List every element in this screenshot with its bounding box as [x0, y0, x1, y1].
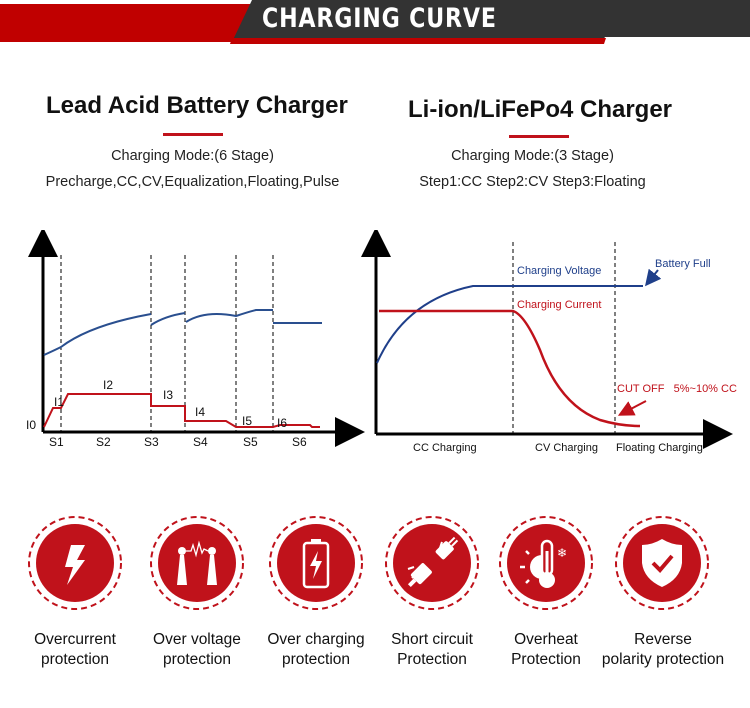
cutoff-label: CUT OFF 5%~10% CC [617, 383, 737, 395]
battery-full-label: Battery Full [655, 258, 711, 270]
protection-label: Short circuit Protection [391, 631, 473, 668]
thermometer-icon: ❄ [499, 516, 593, 610]
shield-check-icon [615, 516, 709, 610]
lead-acid-title: Lead Acid Battery Charger [46, 92, 348, 119]
protection-label: Reverse polarity protection [601, 631, 725, 668]
protection-label: Overheat Protection [511, 631, 581, 668]
label-i1: I1 [54, 395, 64, 409]
label-i6: I6 [277, 416, 287, 430]
label-s3: S3 [144, 435, 159, 449]
voltage-towers-icon [150, 516, 244, 610]
phase-cv: CV Charging [535, 442, 598, 454]
label-s2: S2 [96, 435, 111, 449]
label-i5: I5 [242, 414, 252, 428]
lead-acid-stages: Precharge,CC,CV,Equalization,Floating,Pu… [45, 174, 340, 190]
label-s6: S6 [292, 435, 307, 449]
label-s1: S1 [49, 435, 64, 449]
label-s5: S5 [243, 435, 258, 449]
label-i4: I4 [195, 405, 205, 419]
protection-label: Overcurrent protection [34, 631, 116, 668]
plug-disconnect-icon [385, 516, 479, 610]
label-i0: I0 [26, 418, 36, 432]
svg-text:❄: ❄ [557, 546, 567, 560]
battery-charging-icon [269, 516, 363, 610]
li-ion-chart: Charging Voltage Charging Current Batter… [361, 230, 737, 454]
label-i3: I3 [163, 388, 173, 402]
li-ion-title: Li-ion/LiFePo4 Charger [408, 96, 673, 123]
label-s4: S4 [193, 435, 208, 449]
phase-floating: Floating Charging [616, 442, 703, 454]
charging-voltage-label: Charging Voltage [517, 265, 601, 277]
lead-acid-chart: I0 I1 I2 I3 I4 I5 I6 S1 S2 S3 S4 S5 S6 [26, 230, 365, 449]
banner-shapes [0, 0, 750, 44]
li-ion-mode: Charging Mode:(3 Stage) [451, 148, 614, 164]
label-i2: I2 [103, 378, 113, 392]
charging-current-label: Charging Current [517, 299, 601, 311]
li-ion-steps: Step1:CC Step2:CV Step3:Floating [419, 174, 646, 190]
li-ion-divider [509, 135, 569, 138]
phase-cc: CC Charging [413, 442, 477, 454]
banner-title: CHARGING CURVE [262, 3, 497, 34]
lead-acid-mode: Charging Mode:(6 Stage) [111, 148, 274, 164]
lead-acid-divider [163, 133, 223, 136]
protection-label: Over voltage protection [153, 631, 241, 668]
lightning-icon [28, 516, 122, 610]
protection-label: Over charging protection [267, 631, 365, 668]
